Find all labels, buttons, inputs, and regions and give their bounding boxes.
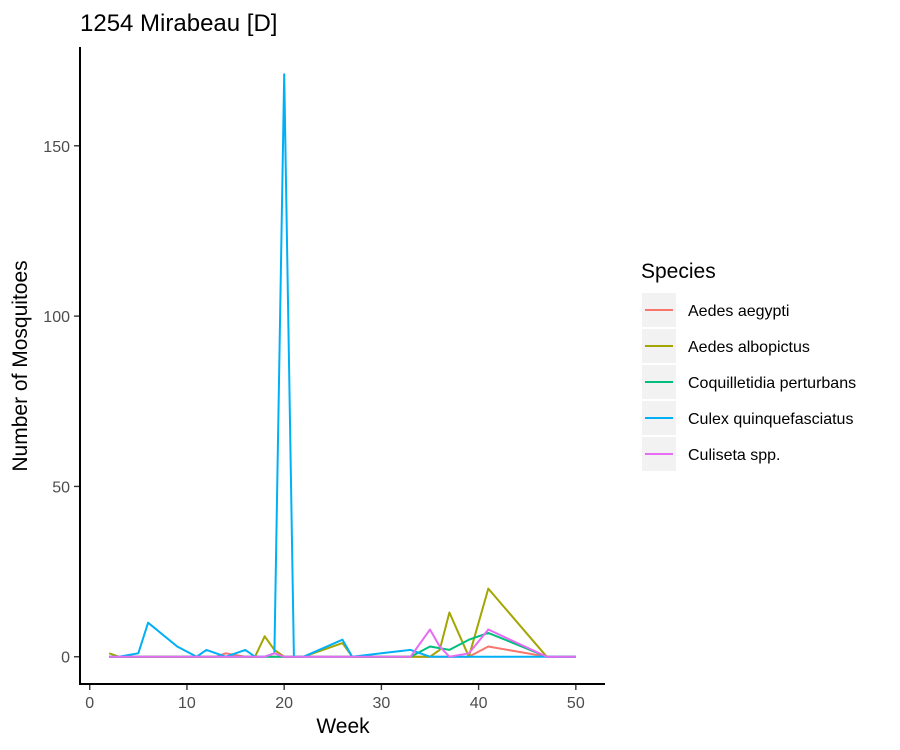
legend-label-3: Culex quinquefasciatus — [688, 411, 853, 428]
legend-label-0: Aedes aegypti — [688, 303, 789, 320]
x-tick-label-0: 0 — [85, 695, 94, 712]
legend-label-4: Culiseta spp. — [688, 447, 781, 464]
y-axis-title: Number of Mosquitoes — [9, 260, 32, 471]
x-tick-label-3: 30 — [372, 695, 390, 712]
y-tick-label-0: 0 — [61, 650, 70, 667]
series-line-3 — [109, 73, 576, 658]
legend-label-1: Aedes albopictus — [688, 339, 810, 356]
y-tick-label-3: 150 — [43, 139, 70, 156]
legend-title: Species — [641, 260, 716, 283]
series-line-4 — [109, 628, 576, 658]
legend: Species Aedes aegypti Aedes albopictus Coq… — [641, 260, 856, 471]
y-tick-label-2: 100 — [43, 309, 70, 326]
plot-area — [108, 73, 576, 658]
x-tick-label-1: 10 — [178, 695, 196, 712]
legend-label-2: Coquilletidia perturbans — [688, 375, 856, 392]
x-tick-label-5: 50 — [567, 695, 585, 712]
y-axis-ticks: 0 50 100 150 — [43, 139, 79, 667]
x-tick-label-4: 40 — [470, 695, 488, 712]
x-axis-title: Week — [316, 715, 370, 738]
chart-title: 1254 Mirabeau [D] — [80, 10, 277, 37]
y-tick-label-1: 50 — [52, 479, 70, 496]
x-tick-label-2: 20 — [275, 695, 293, 712]
x-axis-ticks: 0 10 20 30 40 50 — [85, 685, 585, 712]
